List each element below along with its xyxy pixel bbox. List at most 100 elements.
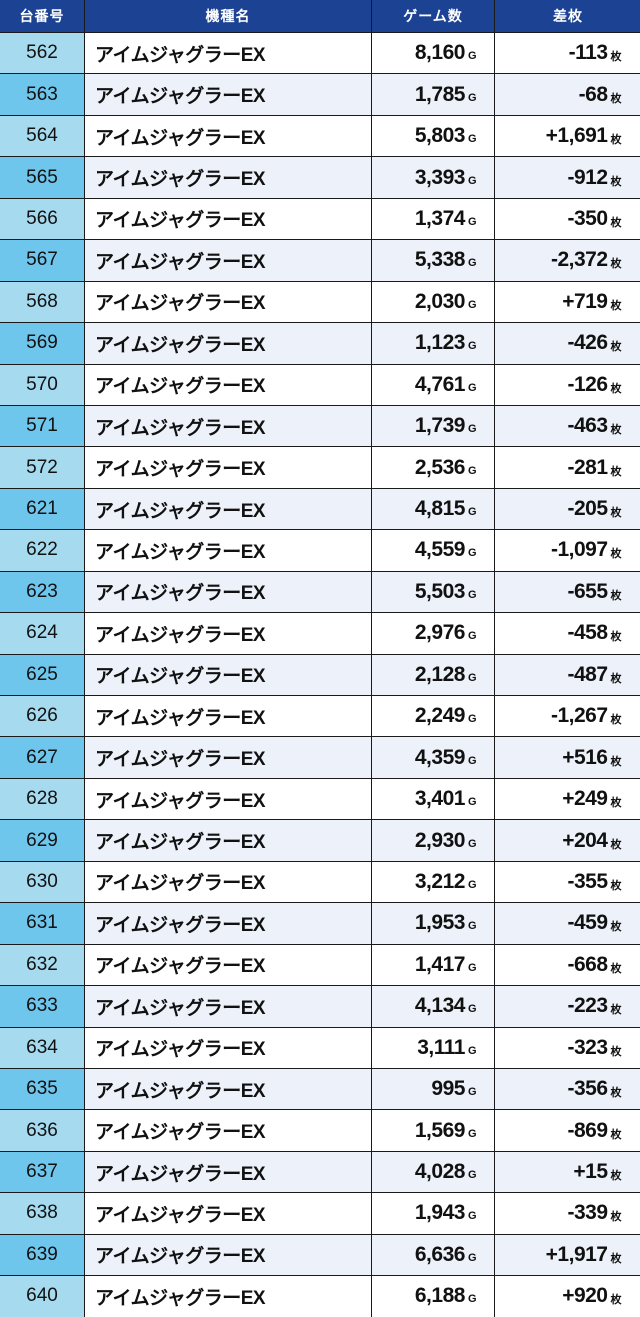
- coin-difference: +15: [573, 1160, 608, 1184]
- game-count-cell: 1,739 G: [372, 405, 494, 447]
- model-name: アイムジャグラーEX: [95, 832, 266, 854]
- machine-number-cell: 570: [0, 364, 84, 405]
- game-count-cell: 2,249 G: [372, 696, 494, 737]
- model-name-cell: アイムジャグラーEX: [85, 488, 371, 530]
- machine-number: 624: [26, 622, 58, 644]
- coin-difference-cell: -463 枚: [495, 405, 640, 447]
- game-count-cell: 5,338 G: [372, 240, 494, 281]
- machine-number: 570: [26, 373, 58, 395]
- game-count-cell: 4,028 G: [372, 1151, 494, 1193]
- game-count: 1,123: [414, 331, 466, 355]
- game-unit: G: [467, 630, 477, 643]
- model-name: アイムジャグラーEX: [95, 873, 266, 895]
- header-game-count: ゲーム数: [372, 0, 494, 32]
- game-count: 1,943: [414, 1201, 466, 1225]
- coin-difference: -68: [578, 82, 608, 106]
- machine-number: 627: [26, 746, 58, 768]
- machine-number: 622: [26, 539, 58, 561]
- model-name: アイムジャグラーEX: [95, 997, 266, 1019]
- coin-difference: +249: [562, 787, 608, 811]
- game-count: 1,569: [414, 1118, 466, 1142]
- coin-unit: 枚: [610, 258, 622, 271]
- model-name: アイムジャグラーEX: [95, 707, 266, 729]
- machine-number-cell: 564: [0, 115, 84, 157]
- game-unit: G: [467, 464, 477, 477]
- model-name-cell: アイムジャグラーEX: [85, 198, 371, 240]
- game-count-cell: 6,188 G: [372, 1276, 494, 1317]
- model-name-cell: アイムジャグラーEX: [85, 778, 371, 820]
- coin-unit: 枚: [610, 51, 622, 64]
- machine-number-cell: 640: [0, 1276, 84, 1317]
- game-count-cell: 2,930 G: [372, 820, 494, 861]
- model-name: アイムジャグラーEX: [95, 790, 266, 812]
- game-count: 2,128: [414, 662, 466, 686]
- coin-difference-cell: -339 枚: [495, 1193, 640, 1234]
- model-name-cell: アイムジャグラーEX: [85, 986, 371, 1027]
- model-name: アイムジャグラーEX: [95, 293, 266, 315]
- game-count-cell: 4,559 G: [372, 530, 494, 571]
- game-unit: G: [467, 837, 477, 850]
- game-unit: G: [467, 961, 477, 974]
- model-name: アイムジャグラーEX: [95, 500, 266, 522]
- model-name-cell: アイムジャグラーEX: [85, 157, 371, 198]
- model-name-cell: アイムジャグラーEX: [85, 696, 371, 737]
- model-name: アイムジャグラーEX: [95, 749, 266, 771]
- coin-difference-cell: -458 枚: [495, 613, 640, 654]
- model-name-cell: アイムジャグラーEX: [85, 1110, 371, 1151]
- coin-difference-cell: -1,267 枚: [495, 696, 640, 737]
- machine-number: 625: [26, 663, 58, 685]
- game-unit: G: [467, 133, 477, 146]
- model-name-cell: アイムジャグラーEX: [85, 115, 371, 157]
- machine-number-cell: 625: [0, 654, 84, 695]
- game-count: 1,374: [414, 206, 466, 230]
- coin-unit: 枚: [610, 216, 622, 229]
- coin-difference: -223: [567, 994, 608, 1018]
- game-count: 4,028: [414, 1160, 466, 1184]
- coin-unit: 枚: [610, 1170, 622, 1183]
- coin-unit: 枚: [610, 714, 622, 727]
- machine-number-cell: 631: [0, 903, 84, 944]
- machine-number-cell: 565: [0, 157, 84, 198]
- model-name-cell: アイムジャグラーEX: [85, 1276, 371, 1317]
- game-count: 4,134: [414, 994, 466, 1018]
- coin-unit: 枚: [610, 672, 622, 685]
- game-unit: G: [467, 257, 477, 270]
- coin-difference: +719: [562, 289, 608, 313]
- game-count: 4,761: [414, 372, 466, 396]
- model-name: アイムジャグラーEX: [95, 1287, 266, 1309]
- model-name-cell: アイムジャグラーEX: [85, 1193, 371, 1234]
- model-name-cell: アイムジャグラーEX: [85, 1151, 371, 1193]
- game-count-cell: 4,359 G: [372, 737, 494, 778]
- coin-unit: 枚: [610, 962, 622, 975]
- coin-difference: -668: [567, 952, 608, 976]
- machine-number-cell: 566: [0, 198, 84, 240]
- coin-difference: +1,917: [545, 1242, 608, 1266]
- coin-difference: -355: [567, 869, 608, 893]
- coin-unit: 枚: [610, 424, 622, 437]
- game-count-cell: 5,803 G: [372, 115, 494, 157]
- coin-difference-cell: -223 枚: [495, 986, 640, 1027]
- coin-unit: 枚: [610, 879, 622, 892]
- machine-number-cell: 637: [0, 1151, 84, 1193]
- header-model-name: 機種名: [85, 0, 371, 32]
- game-unit: G: [467, 878, 477, 891]
- coin-unit: 枚: [610, 299, 622, 312]
- model-name-cell: アイムジャグラーEX: [85, 1068, 371, 1110]
- coin-difference-cell: -356 枚: [495, 1068, 640, 1110]
- game-unit: G: [467, 340, 477, 353]
- model-name-cell: アイムジャグラーEX: [85, 240, 371, 281]
- machine-number: 629: [26, 829, 58, 851]
- model-name-cell: アイムジャグラーEX: [85, 33, 371, 74]
- machine-number: 639: [26, 1243, 58, 1265]
- coin-difference: -356: [567, 1077, 608, 1101]
- coin-difference-cell: +1,691 枚: [495, 115, 640, 157]
- machine-number: 632: [26, 953, 58, 975]
- game-count: 2,030: [414, 289, 466, 313]
- game-count: 4,359: [414, 745, 466, 769]
- coin-difference: -459: [567, 911, 608, 935]
- game-unit: G: [467, 1210, 477, 1223]
- machine-number-cell: 563: [0, 74, 84, 115]
- coin-difference-cell: +15 枚: [495, 1151, 640, 1193]
- coin-difference: -205: [567, 497, 608, 521]
- game-count-cell: 4,815 G: [372, 488, 494, 530]
